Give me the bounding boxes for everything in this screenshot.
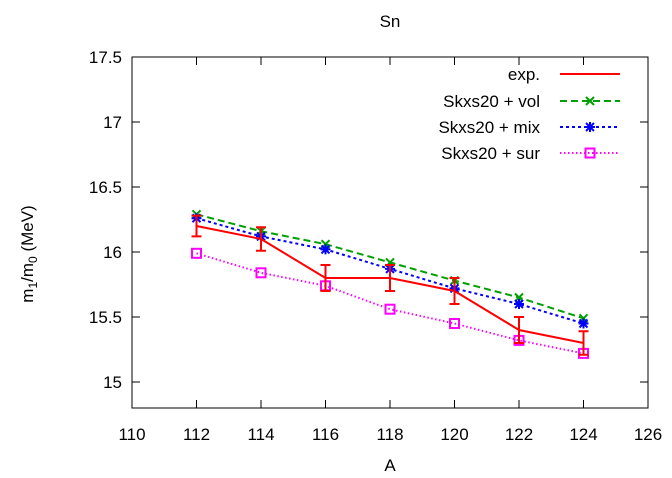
- legend-label: Skxs20 + sur: [441, 144, 540, 163]
- data-point: [578, 318, 589, 329]
- data-point: [449, 318, 460, 329]
- x-tick-label: 126: [634, 425, 662, 444]
- data-point: [384, 303, 396, 315]
- error-bar: [191, 214, 202, 238]
- x-tick-label: 122: [505, 425, 533, 444]
- data-point: [191, 247, 202, 259]
- x-tick-label: 114: [247, 425, 274, 444]
- legend-label: Skxs20 + vol: [443, 92, 540, 111]
- y-tick-label: 17.5: [89, 48, 122, 67]
- error-bar: [385, 264, 395, 292]
- legend-marker: [585, 96, 595, 106]
- legend-entry: Skxs20 + sur: [441, 144, 620, 163]
- y-tick-label: 16.5: [89, 178, 122, 197]
- plot-area: 110 112 114 116 118 120 122 124 126 15 15.5 16 16.5 1…: [89, 48, 662, 444]
- legend-label: exp.: [508, 65, 540, 84]
- legend-marker: [584, 147, 596, 159]
- y-tick-label: 15: [103, 373, 122, 392]
- legend-entry: Skxs20 + mix: [438, 118, 620, 137]
- series-skxs20-sur: [191, 247, 589, 359]
- legend-label: Skxs20 + mix: [438, 118, 540, 137]
- y-axis-label: m1/m0 (MeV): [18, 205, 40, 302]
- chart-title: Sn: [380, 12, 401, 31]
- series-exp: [191, 214, 589, 356]
- error-bar: [578, 330, 589, 356]
- x-tick-label: 110: [118, 425, 145, 444]
- error-bar: [256, 226, 266, 252]
- data-point: [514, 299, 524, 309]
- data-point: [320, 244, 331, 255]
- error-bar: [320, 264, 331, 292]
- legend-entry: exp.: [508, 65, 620, 84]
- error-bar: [449, 277, 460, 305]
- legend-entry: Skxs20 + vol: [443, 92, 620, 111]
- x-tick-label: 120: [440, 425, 468, 444]
- x-tick-label: 124: [569, 425, 597, 444]
- error-bar: [514, 316, 524, 344]
- x-tick-label: 118: [376, 425, 403, 444]
- y-tick-label: 17: [103, 113, 122, 132]
- x-tick-label: 112: [183, 425, 210, 444]
- y-tick-label: 15.5: [89, 308, 122, 327]
- y-tick-label: 16: [103, 243, 122, 262]
- data-point: [255, 267, 267, 279]
- x-tick-label: 116: [312, 425, 339, 444]
- x-axis-label: A: [384, 456, 396, 475]
- legend-marker: [585, 122, 595, 132]
- plot-frame: [131, 56, 649, 409]
